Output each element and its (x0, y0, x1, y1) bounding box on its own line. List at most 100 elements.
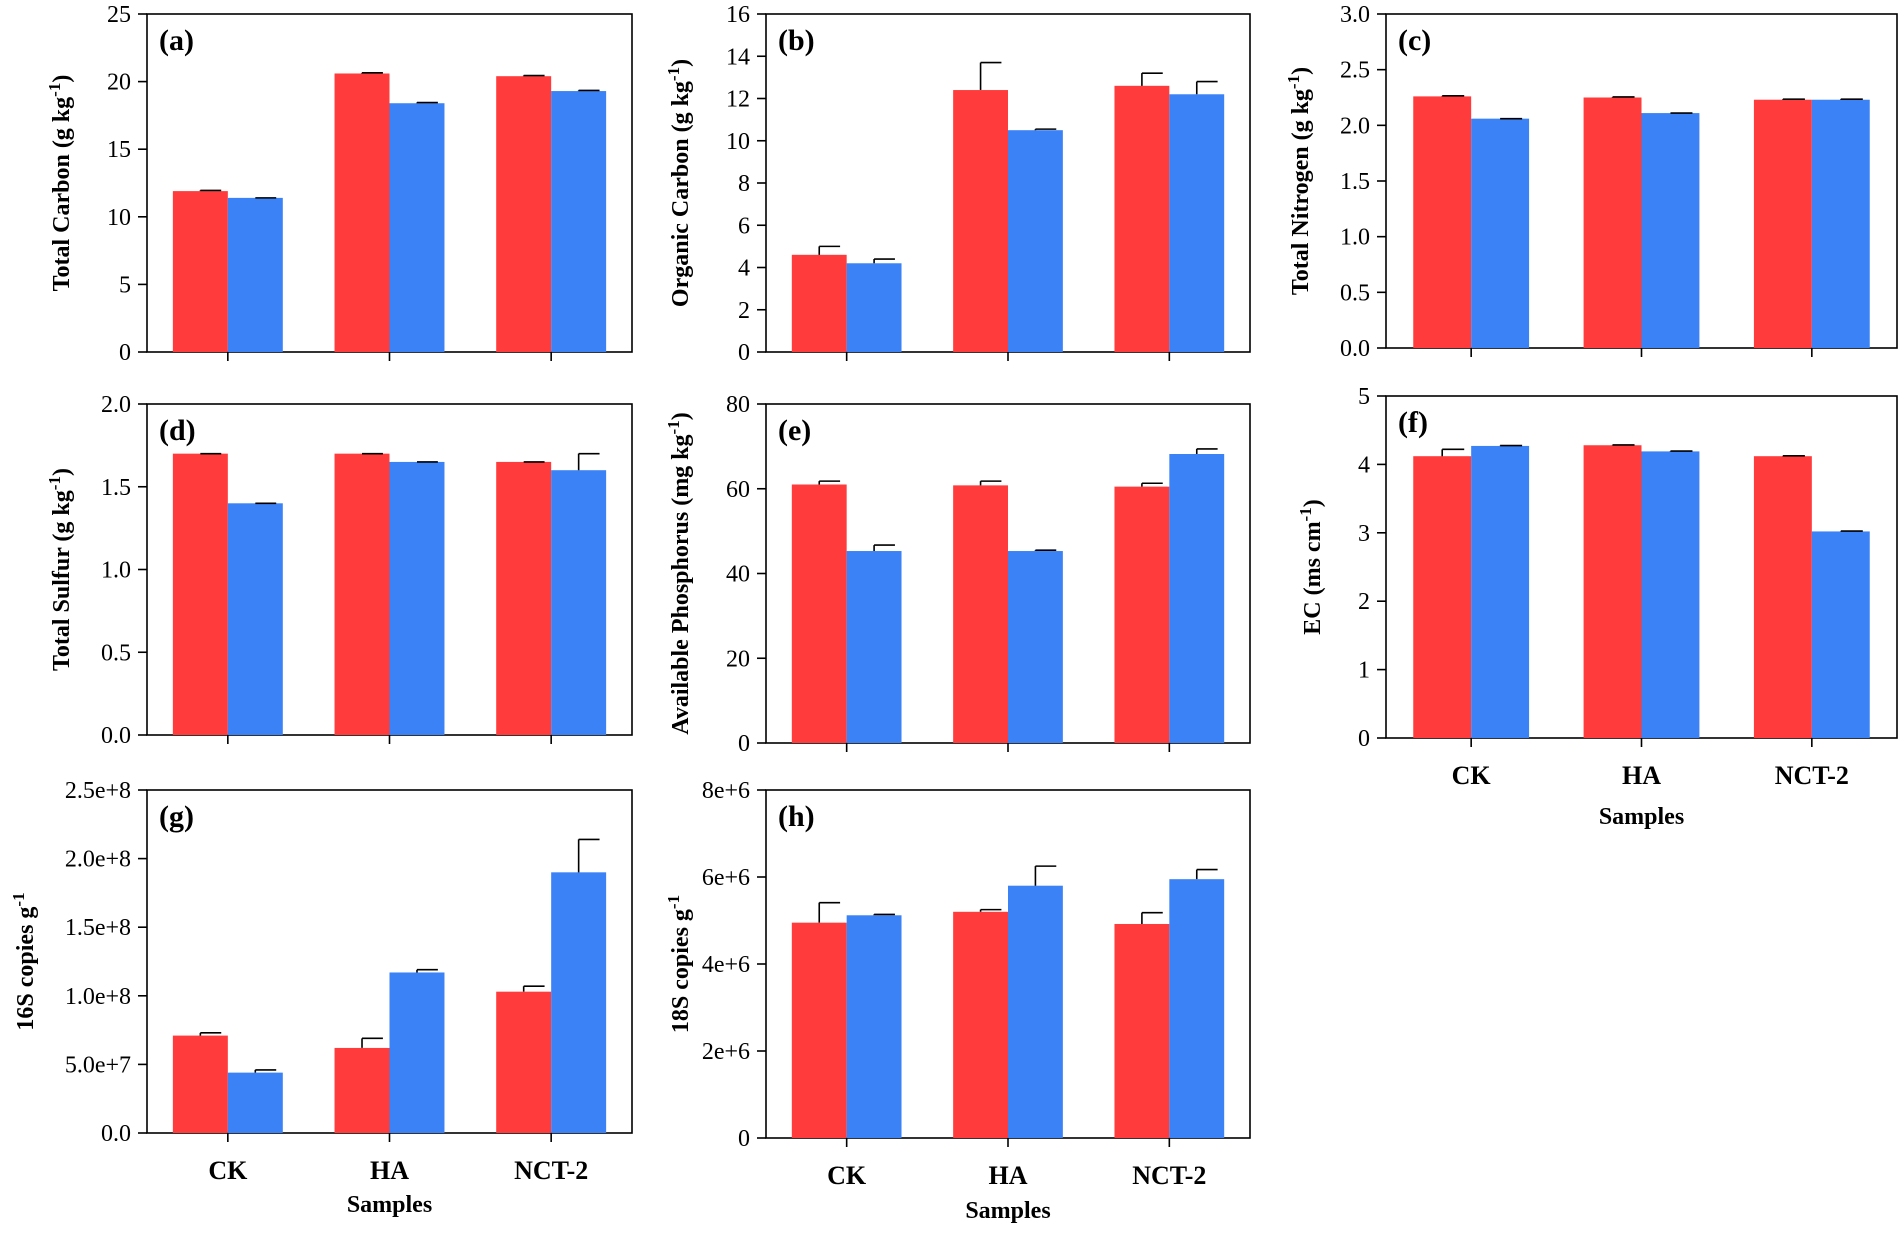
bar-nct-2-series-2 (551, 91, 607, 353)
bar-nct-2-series-2 (551, 470, 607, 735)
y-tick-label: 16 (726, 2, 750, 28)
y-tick-label: 12 (726, 87, 750, 113)
chart-panel-3: 0.0 0.5 1.0 1.5 2.0 (d) Total Sulfur (g kg-1) (45, 392, 633, 749)
y-tick-label: 0.0 (101, 723, 131, 749)
bar-ck-series-1 (1413, 96, 1472, 349)
y-tick-label: 3 (1358, 521, 1370, 547)
error-bar (416, 968, 438, 973)
bar-ha-series-1 (334, 73, 390, 352)
error-bar (577, 452, 600, 471)
chart-panel-1: 0 2 4 6 8 10 12 14 16 (b) Organic Carbon (g kg-1) (664, 2, 1251, 366)
error-bar (199, 189, 222, 192)
error-bar (522, 74, 545, 77)
bar-ck-series-2 (846, 263, 902, 352)
error-bar (577, 89, 600, 92)
error-bar (577, 838, 600, 873)
y-tick-label: 25 (107, 2, 131, 28)
y-tick-label: 0 (738, 1126, 750, 1152)
bar-ck-series-2 (1471, 445, 1530, 738)
x-category-label: HA (370, 1156, 409, 1185)
y-tick-label: 8 (738, 171, 750, 197)
y-axis-title: 16S copies g-1 (9, 892, 39, 1030)
y-axis-title: Total Sulfur (g kg-1) (45, 468, 75, 671)
bar-ck-series-2 (846, 551, 902, 743)
error-bar (979, 908, 1002, 912)
bar-nct-2-series-1 (1753, 456, 1812, 738)
y-tick-label: 60 (726, 477, 750, 503)
bar-ha-series-1 (1583, 445, 1642, 738)
y-tick-label: 2.0 (1340, 113, 1370, 139)
bar-ha-series-2 (1641, 451, 1700, 738)
y-tick-label: 40 (726, 562, 750, 588)
panel-label: (b) (778, 24, 815, 57)
x-category-label: HA (1622, 761, 1661, 790)
y-tick-label: 3.0 (1340, 2, 1370, 28)
bar-ha-series-2 (1008, 885, 1063, 1138)
bar-ck-series-1 (791, 922, 847, 1138)
bar-nct-2-series-1 (496, 991, 552, 1133)
chart-panel-6: 0.0 5.0e+7 1.0e+8 1.5e+8 2.0e+8 2.5e+8 CK HA NCT… (9, 778, 633, 1218)
x-category-label: CK (208, 1156, 248, 1185)
y-tick-label: 20 (726, 646, 750, 672)
bar-ha-series-1 (953, 485, 1008, 743)
y-axis-title: EC (ms cm-1) (1296, 499, 1326, 634)
y-tick-label: 6e+6 (702, 865, 750, 891)
error-bar (873, 913, 895, 916)
bar-nct-2-series-2 (1811, 99, 1870, 348)
bar-ha-series-2 (389, 972, 445, 1133)
panel-label: (h) (778, 800, 815, 833)
panel-label: (f) (1398, 406, 1428, 439)
y-tick-label: 5 (119, 272, 131, 298)
y-tick-label: 0.5 (101, 640, 131, 666)
chart-panel-5: 0 1 2 3 4 5 CK HA NCT-2 (f) EC (ms cm-1) Samples (1296, 384, 1898, 830)
bar-ck-series-1 (172, 1035, 228, 1133)
y-tick-label: 1.0e+8 (65, 984, 131, 1010)
error-bar (1141, 911, 1163, 924)
error-bar (873, 544, 895, 552)
bar-nct-2-series-2 (1169, 879, 1225, 1138)
error-bar (1195, 80, 1218, 95)
x-category-label: CK (827, 1161, 867, 1190)
y-tick-label: 1 (1358, 658, 1370, 684)
y-axis-title: 18S copies g-1 (664, 895, 694, 1033)
bar-nct-2-series-1 (1753, 99, 1812, 348)
bar-ck-series-1 (791, 254, 847, 352)
y-axis-title: Total Nitrogen (g kg-1) (1284, 67, 1314, 295)
x-category-label: NCT-2 (1775, 761, 1849, 790)
y-tick-label: 2 (1358, 589, 1370, 615)
x-axis-title: Samples (1599, 804, 1684, 830)
y-tick-label: 6 (738, 213, 750, 239)
y-tick-label: 1.5 (101, 475, 131, 501)
y-tick-label: 2e+6 (702, 1039, 750, 1065)
bar-ha-series-2 (1008, 130, 1063, 352)
error-bar (818, 901, 841, 923)
error-bar (1839, 98, 1863, 100)
y-tick-label: 1.0 (101, 558, 131, 584)
y-tick-label: 1.5 (1340, 169, 1370, 195)
y-tick-label: 2.0e+8 (65, 847, 131, 873)
error-bar (979, 61, 1002, 91)
error-bar (1034, 549, 1057, 552)
bar-nct-2-series-2 (551, 872, 607, 1133)
y-tick-label: 0 (1358, 726, 1370, 752)
bar-ha-series-2 (389, 461, 445, 735)
y-tick-label: 5 (1358, 384, 1370, 410)
error-bar (818, 480, 841, 485)
y-tick-label: 5.0e+7 (65, 1052, 131, 1078)
y-tick-label: 1.5e+8 (65, 915, 131, 941)
x-category-label: CK (1452, 761, 1492, 790)
y-tick-label: 0.0 (1340, 336, 1370, 362)
bar-ck-series-1 (1413, 456, 1472, 738)
y-tick-label: 4 (738, 256, 750, 282)
error-bar (1034, 865, 1057, 886)
y-tick-label: 0 (738, 731, 750, 757)
chart-panel-4: 0 20 40 60 80 (e) Available Phosphorus (mg kg-… (664, 392, 1251, 757)
chart-panel-7: 0 2e+6 4e+6 6e+6 8e+6 CK HA NCT-2 (h) 18S copies … (664, 778, 1251, 1224)
bar-ck-series-2 (1471, 118, 1530, 348)
bar-ck-series-2 (227, 1072, 283, 1133)
y-tick-label: 20 (107, 70, 131, 96)
error-bar (361, 1037, 383, 1048)
bar-nct-2-series-1 (1114, 923, 1170, 1138)
error-bar (254, 1069, 277, 1073)
